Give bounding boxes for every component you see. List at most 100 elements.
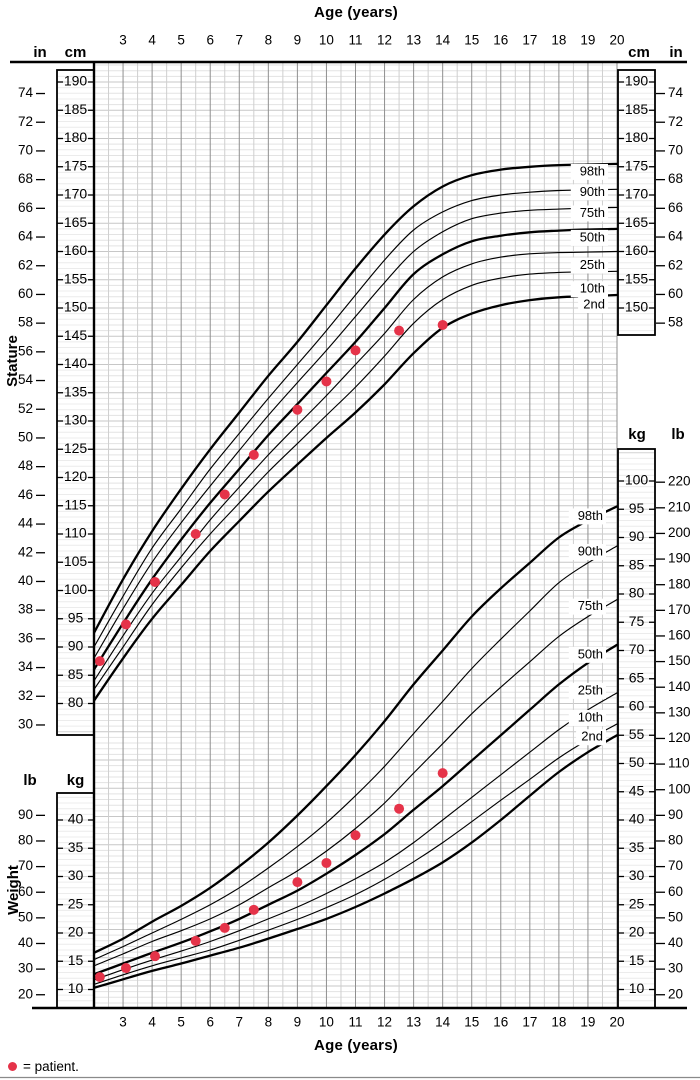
- weight-kg-scale-left-tick-label: 10: [68, 980, 84, 996]
- weight-lb-left: 30: [18, 961, 33, 976]
- unit-header-cm-left: cm: [65, 44, 87, 61]
- percentile-curve-90th-stature: [94, 188, 618, 648]
- weight-lb-right: 180: [668, 576, 691, 591]
- age-tick-top: 13: [406, 33, 421, 48]
- percentile-curves: [94, 162, 618, 989]
- weight-kg-scale-right-tick-label: 50: [629, 754, 645, 770]
- stature-cm-scale-left-tick-label: 145: [64, 327, 88, 343]
- age-tick-bottom: 6: [206, 1015, 214, 1030]
- age-tick-top: 17: [522, 33, 537, 48]
- weight-lb-left: 60: [18, 884, 33, 899]
- stature-cm-scale-right-tick-label: 190: [625, 73, 649, 89]
- stature-cm-scale-right-tick-label: 150: [625, 299, 649, 315]
- weight-kg-scale-left-tick-label: 20: [68, 924, 84, 940]
- percentile-label-bg: [570, 257, 608, 274]
- stature-in-left: 62: [18, 257, 33, 272]
- weight-lb-right: 210: [668, 499, 691, 514]
- unit-header-lb-right: lb: [671, 426, 684, 443]
- stature-in-left: 68: [18, 171, 33, 186]
- percentile-label-bg: [568, 508, 606, 525]
- stature-in-left: 34: [18, 659, 34, 674]
- age-tick-top: 15: [464, 33, 479, 48]
- weight-lb-left: 40: [18, 935, 33, 950]
- stature-cm-scale-right-tick-label: 185: [625, 101, 649, 117]
- age-tick-top: 20: [609, 33, 624, 48]
- weight-lb-right: 190: [668, 551, 691, 566]
- stature-in-left: 66: [18, 200, 33, 215]
- weight-kg-scale-right-tick-label: 100: [625, 472, 649, 488]
- percentile-curve-50th-stature: [94, 227, 618, 671]
- stature-in-left: 46: [18, 487, 33, 502]
- stature-cm-scale-left-tick-label: 85: [68, 666, 84, 682]
- weight-lb-right: 60: [668, 884, 683, 899]
- stature-cm-scale-left-tick-label: 105: [64, 553, 88, 569]
- patient-point-weight: [150, 951, 161, 962]
- stature-in-left: 48: [18, 458, 33, 473]
- stature-in-right: 64: [668, 229, 684, 244]
- weight-kg-scale-right-tick-label: 80: [629, 585, 645, 601]
- percentile-label-2nd: 2nd: [583, 296, 605, 311]
- patient-point-stature: [437, 319, 448, 330]
- weight-lb-right: 110: [668, 756, 690, 771]
- weight-kg-scale-right-tick-label: 65: [629, 669, 645, 685]
- age-tick-bottom: 4: [148, 1015, 156, 1030]
- patient-point-stature: [219, 489, 230, 500]
- stature-cm-scale-left-tick-label: 135: [64, 383, 88, 399]
- stature-cm-scale-left-tick-label: 160: [64, 242, 88, 258]
- weight-kg-scale-right-tick-label: 30: [629, 867, 645, 883]
- percentile-label-bg: [570, 281, 608, 298]
- weight-lb-right: 130: [668, 704, 691, 719]
- weight-lb-right: 100: [668, 781, 691, 796]
- age-tick-top: 16: [493, 33, 508, 48]
- weight-lb-right: 140: [668, 679, 691, 694]
- stature-in-left: 58: [18, 315, 33, 330]
- weight-lb-right: 200: [668, 525, 691, 540]
- patient-point-weight: [321, 857, 332, 868]
- patient-point-weight: [94, 972, 105, 983]
- stature-cm-scale-right-tick-label: 175: [625, 157, 649, 173]
- patient-data-points: [94, 319, 448, 983]
- age-tick-labels: 3 3 4 4 5 5 6 6 7 7 8 8 9 9 10 10 11 11 12 12 13 13 14 14 15 15 16…: [119, 33, 624, 1030]
- patient-point-stature: [350, 345, 361, 356]
- weight-kg-scale-left-tick-label: 15: [68, 952, 84, 968]
- stature-in-left: 38: [18, 602, 33, 617]
- unit-header-kg-right: kg: [628, 426, 646, 443]
- stature-in-right: 74: [668, 85, 684, 100]
- stature-cm-scale-left-tick-label: 80: [68, 694, 84, 710]
- stature-in-left: 70: [18, 142, 33, 157]
- weight-lb-right: 40: [668, 935, 683, 950]
- patient-point-weight: [394, 803, 405, 814]
- legend-label: = patient.: [23, 1059, 79, 1074]
- stature-in-right: 62: [668, 257, 683, 272]
- weight-lb-left: 20: [18, 986, 33, 1001]
- weight-lb-right: 20: [668, 986, 683, 1001]
- age-tick-top: 4: [148, 33, 156, 48]
- percentile-curve-50th-weight: [94, 643, 618, 976]
- stature-cm-scale-right-tick-label: 180: [625, 129, 649, 145]
- stature-cm-scale-left-tick-label: 130: [64, 412, 88, 428]
- patient-point-weight: [350, 830, 361, 841]
- percentile-label-bg: [570, 205, 608, 222]
- patient-point-weight: [248, 904, 259, 915]
- stature-cm-scale-right-tick-label: 160: [625, 242, 649, 258]
- stature-in-left: 60: [18, 286, 33, 301]
- percentile-curve-25th-weight: [94, 692, 618, 981]
- weight-kg-scale-right-tick-label: 35: [629, 839, 645, 855]
- weight-lb-right: 120: [668, 730, 691, 745]
- percentile-label-98th: 98th: [580, 163, 605, 178]
- stature-cm-scale-right-tick-label: 170: [625, 186, 649, 202]
- stature-in-left: 54: [18, 372, 34, 387]
- weight-kg-scale-left-tick-label: 40: [68, 811, 84, 827]
- weight-kg-scale-right-tick-label: 95: [629, 500, 645, 516]
- age-tick-bottom: 14: [435, 1015, 451, 1030]
- weight-axis-label: Weight: [5, 865, 22, 915]
- percentile-label-90th: 90th: [578, 543, 603, 558]
- age-tick-top: 9: [294, 33, 302, 48]
- unit-header-in-left: in: [33, 44, 46, 61]
- percentile-label-bg: [576, 729, 606, 746]
- weight-lb-right: 50: [668, 909, 683, 924]
- weight-kg-scale-right-tick-label: 45: [629, 782, 645, 798]
- stature-cm-scale-left-tick-label: 165: [64, 214, 88, 230]
- age-tick-bottom: 20: [609, 1015, 624, 1030]
